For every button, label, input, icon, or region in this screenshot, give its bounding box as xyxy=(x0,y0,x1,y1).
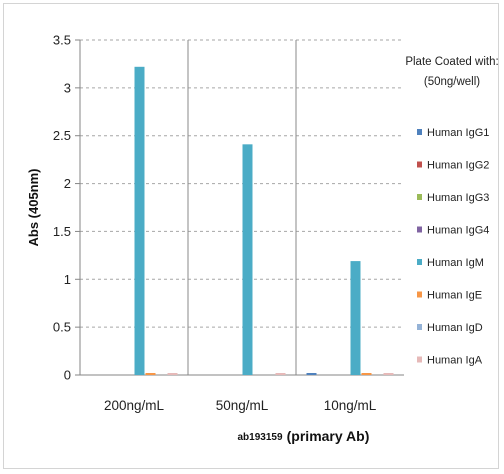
y-tick-label: 0.5 xyxy=(53,320,71,335)
y-tick-label: 1 xyxy=(64,272,71,287)
bar-chart: 0 0.5 1 1.5 2 2.5 3 3.5 200ng/mL 50ng/mL 10ng/mL Ab… xyxy=(26,33,499,445)
y-tick-label: 2 xyxy=(64,176,71,191)
bar-human-igm xyxy=(242,144,253,375)
legend-entry: Human IgG1 xyxy=(427,127,489,139)
x-category-label: 50ng/mL xyxy=(216,398,269,413)
legend-swatch xyxy=(417,129,422,135)
bar-human-iga xyxy=(275,373,286,375)
bar-human-igm xyxy=(350,261,361,375)
y-tick-label: 0 xyxy=(64,368,71,383)
legend-entry: Human IgG3 xyxy=(427,192,489,204)
y-tick-label: 3 xyxy=(64,80,71,95)
legend-swatch xyxy=(417,161,422,168)
bar-human-igm xyxy=(134,66,145,376)
legend-swatch xyxy=(417,226,422,233)
legend-entry: Human IgM xyxy=(427,257,484,269)
bar-human-iga xyxy=(383,373,394,375)
legend-swatch xyxy=(417,194,422,200)
legend-entry: Human IgG4 xyxy=(427,225,489,237)
legend-entry: Human IgG2 xyxy=(427,160,489,172)
legend-entry: Human IgA xyxy=(427,355,483,367)
legend-title: Plate Coated with: xyxy=(405,56,498,68)
y-axis-label: Abs (405nm) xyxy=(26,168,41,246)
legend-swatch xyxy=(417,291,422,298)
legend-swatch xyxy=(417,356,422,363)
bar-human-ige xyxy=(145,373,156,375)
legend-title: (50ng/well) xyxy=(424,76,480,88)
legend-entry: Human IgD xyxy=(427,322,483,334)
x-axis-label: (primary Ab) xyxy=(287,428,370,444)
x-category-label: 10ng/mL xyxy=(324,398,377,413)
legend-swatch xyxy=(417,324,422,330)
y-tick-label: 1.5 xyxy=(53,224,71,239)
bar-human-igg1 xyxy=(306,373,317,375)
y-tick-label: 2.5 xyxy=(53,128,71,143)
bar-human-iga xyxy=(167,373,178,375)
bar-human-ige xyxy=(361,373,372,375)
x-axis-note: ab193159 xyxy=(237,432,282,443)
chart-frame: 0 0.5 1 1.5 2 2.5 3 3.5 200ng/mL 50ng/mL 10ng/mL Ab… xyxy=(3,3,499,469)
legend-swatch xyxy=(417,259,422,265)
x-category-label: 200ng/mL xyxy=(104,398,165,413)
legend-entry: Human IgE xyxy=(427,290,482,302)
y-tick-label: 3.5 xyxy=(53,33,71,48)
